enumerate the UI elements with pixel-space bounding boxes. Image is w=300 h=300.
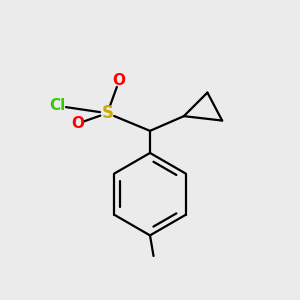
Text: O: O [112, 73, 126, 88]
Text: S: S [101, 104, 113, 122]
Text: O: O [71, 116, 84, 131]
Text: Cl: Cl [49, 98, 65, 113]
